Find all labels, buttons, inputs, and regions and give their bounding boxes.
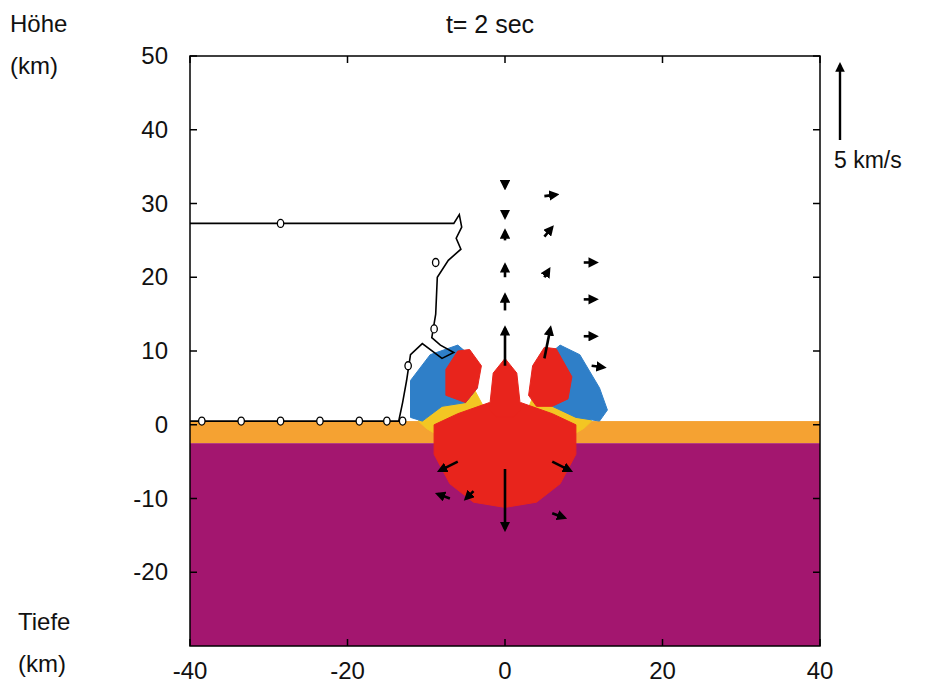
velocity-vector xyxy=(552,513,564,518)
velocity-vector xyxy=(504,181,507,187)
y-tick-label: 10 xyxy=(141,337,168,364)
y-tick-label: 30 xyxy=(141,190,168,217)
velocity-vector xyxy=(552,462,570,471)
x-tick xyxy=(189,639,191,646)
y-tick-label: 40 xyxy=(141,116,168,143)
velocity-vector xyxy=(584,298,596,301)
figure: -40 -20 0 20 40 -20 -10 0 10 20 30 40 50 t= 2 sec Höhe… xyxy=(0,0,942,688)
y-tick-label: 20 xyxy=(141,263,168,290)
y-axis-label-top: Höhe(km) xyxy=(10,10,67,79)
velocity-vector xyxy=(466,491,474,499)
y-tick xyxy=(190,350,197,352)
velocity-vector xyxy=(544,270,549,278)
scale-arrow xyxy=(839,65,841,140)
y-tick xyxy=(190,203,197,205)
velocity-vector xyxy=(438,494,450,499)
x-tick xyxy=(347,56,349,63)
y-tick xyxy=(813,277,820,279)
tracer-marker xyxy=(405,362,411,370)
y-tick xyxy=(813,203,820,205)
tracer-marker xyxy=(431,325,437,333)
y-tick xyxy=(190,277,197,279)
plot-frame xyxy=(190,56,820,646)
x-tick xyxy=(504,56,506,63)
y-tick xyxy=(813,424,820,426)
y-tick xyxy=(190,129,197,131)
x-tick-label: 20 xyxy=(649,657,676,684)
y-tick-label: -10 xyxy=(133,485,168,512)
x-tick-label: 40 xyxy=(807,657,834,684)
tracer-marker xyxy=(238,417,244,425)
velocity-vector xyxy=(584,335,596,338)
title: t= 2 sec xyxy=(446,10,534,38)
x-tick-label: -20 xyxy=(330,657,365,684)
velocity-vector xyxy=(544,228,552,237)
tracer-marker xyxy=(433,259,439,267)
velocity-vector xyxy=(544,195,556,197)
plot-background xyxy=(190,56,820,646)
plot-area xyxy=(190,56,820,646)
tracer-marker xyxy=(277,219,283,227)
y-tick-label: 50 xyxy=(141,42,168,69)
y-tick xyxy=(813,572,820,574)
tracer-marker xyxy=(199,417,205,425)
velocity-vector xyxy=(504,265,507,277)
scale-label: 5 km/s xyxy=(834,147,902,173)
velocity-vector xyxy=(504,211,507,217)
x-tick xyxy=(504,639,506,646)
velocity-vector xyxy=(592,366,604,368)
y-tick xyxy=(190,498,197,500)
y-tick-label: -20 xyxy=(133,558,168,585)
x-tick xyxy=(189,56,191,63)
tracer-marker xyxy=(356,417,362,425)
y-tick xyxy=(190,55,197,57)
velocity-vector xyxy=(440,462,458,471)
y-tick xyxy=(813,129,820,131)
tracer-marker xyxy=(399,417,405,425)
region xyxy=(489,358,521,417)
x-tick-label: -40 xyxy=(173,657,208,684)
tracer-marker xyxy=(384,417,390,425)
tracer-marker xyxy=(317,417,323,425)
y-tick xyxy=(813,55,820,57)
x-tick xyxy=(662,639,664,646)
velocity-vector xyxy=(544,328,550,358)
velocity-vector xyxy=(504,328,507,366)
x-tick xyxy=(347,639,349,646)
y-tick xyxy=(190,572,197,574)
velocity-vector xyxy=(504,231,507,240)
x-tick xyxy=(819,639,821,646)
velocity-vector xyxy=(504,469,507,529)
x-tick xyxy=(819,56,821,63)
y-tick xyxy=(813,350,820,352)
velocity-vector xyxy=(504,295,507,310)
layer xyxy=(190,443,820,646)
region xyxy=(529,347,572,406)
x-tick-label: 0 xyxy=(498,657,511,684)
velocity-vector xyxy=(584,261,596,264)
tracer-line xyxy=(190,215,462,422)
region xyxy=(446,350,482,403)
y-axis-label-bottom: Tiefe(km) xyxy=(18,608,70,677)
y-tick xyxy=(190,424,197,426)
y-tick xyxy=(813,498,820,500)
tracer-marker xyxy=(277,417,283,425)
y-tick-label: 0 xyxy=(155,411,168,438)
x-tick xyxy=(662,56,664,63)
